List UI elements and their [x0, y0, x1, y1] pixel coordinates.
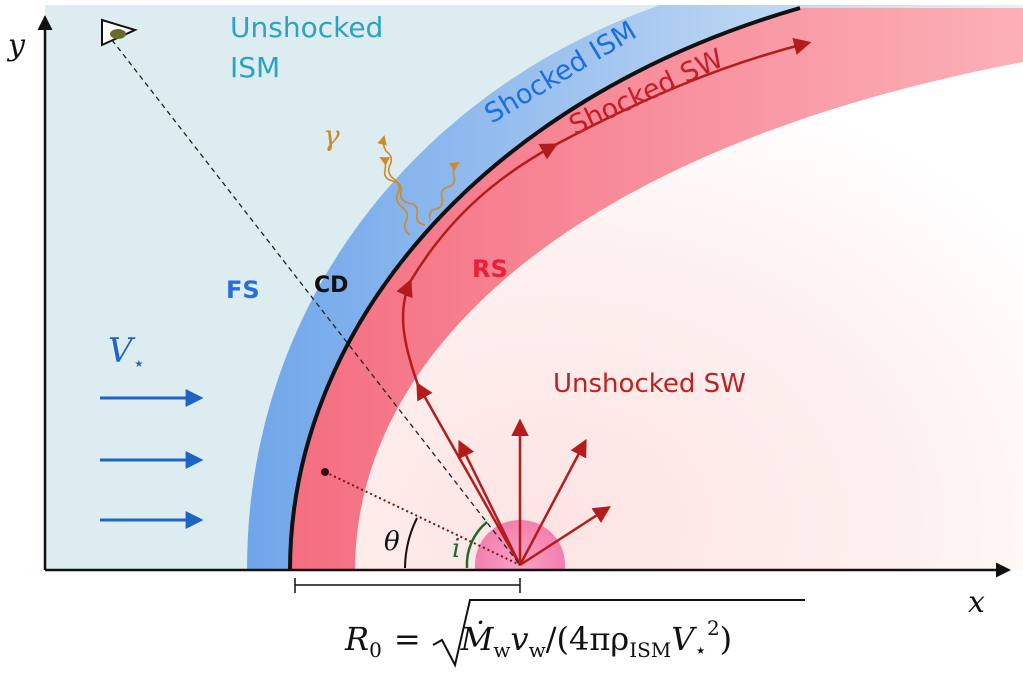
formula-part: ISM [629, 638, 671, 662]
formula-part: R [344, 620, 369, 658]
unshocked-sw-label: Unshocked SW [553, 369, 746, 399]
formula-part: v [511, 620, 529, 658]
point [321, 468, 329, 476]
unshocked-ism-label: Unshocked [230, 11, 383, 44]
formula-part: w [529, 638, 546, 662]
formula-part: 2 [707, 616, 720, 640]
cd-label: CD [314, 273, 348, 298]
formula-part: = [394, 620, 421, 658]
formula-part: ) [720, 620, 732, 658]
fs-label: FS [226, 276, 260, 304]
formula-part: ⋆ [694, 638, 707, 662]
formula-part: Ṁ [460, 620, 495, 658]
formula-part: /(4πρ [546, 620, 629, 658]
formula-part: w [493, 638, 510, 662]
unshocked-ism-label: ISM [230, 51, 280, 84]
velocity-subscript: ⋆ [133, 351, 146, 375]
theta-label: θ [384, 527, 400, 557]
x-label: x [968, 585, 985, 620]
gamma-label: γ [323, 119, 340, 152]
diagram: y x Unshocked ISM Shocked ISM Shocked SW… [0, 0, 1023, 675]
formula: R0=Ṁwvw/(4πρISMV⋆2) [344, 616, 732, 662]
y-label: y [6, 28, 26, 63]
formula-part: 0 [369, 638, 382, 662]
formula-part: V [671, 620, 697, 658]
scale-bar [295, 578, 520, 593]
rs-label: RS [472, 255, 508, 283]
incl-label: i [452, 534, 460, 564]
